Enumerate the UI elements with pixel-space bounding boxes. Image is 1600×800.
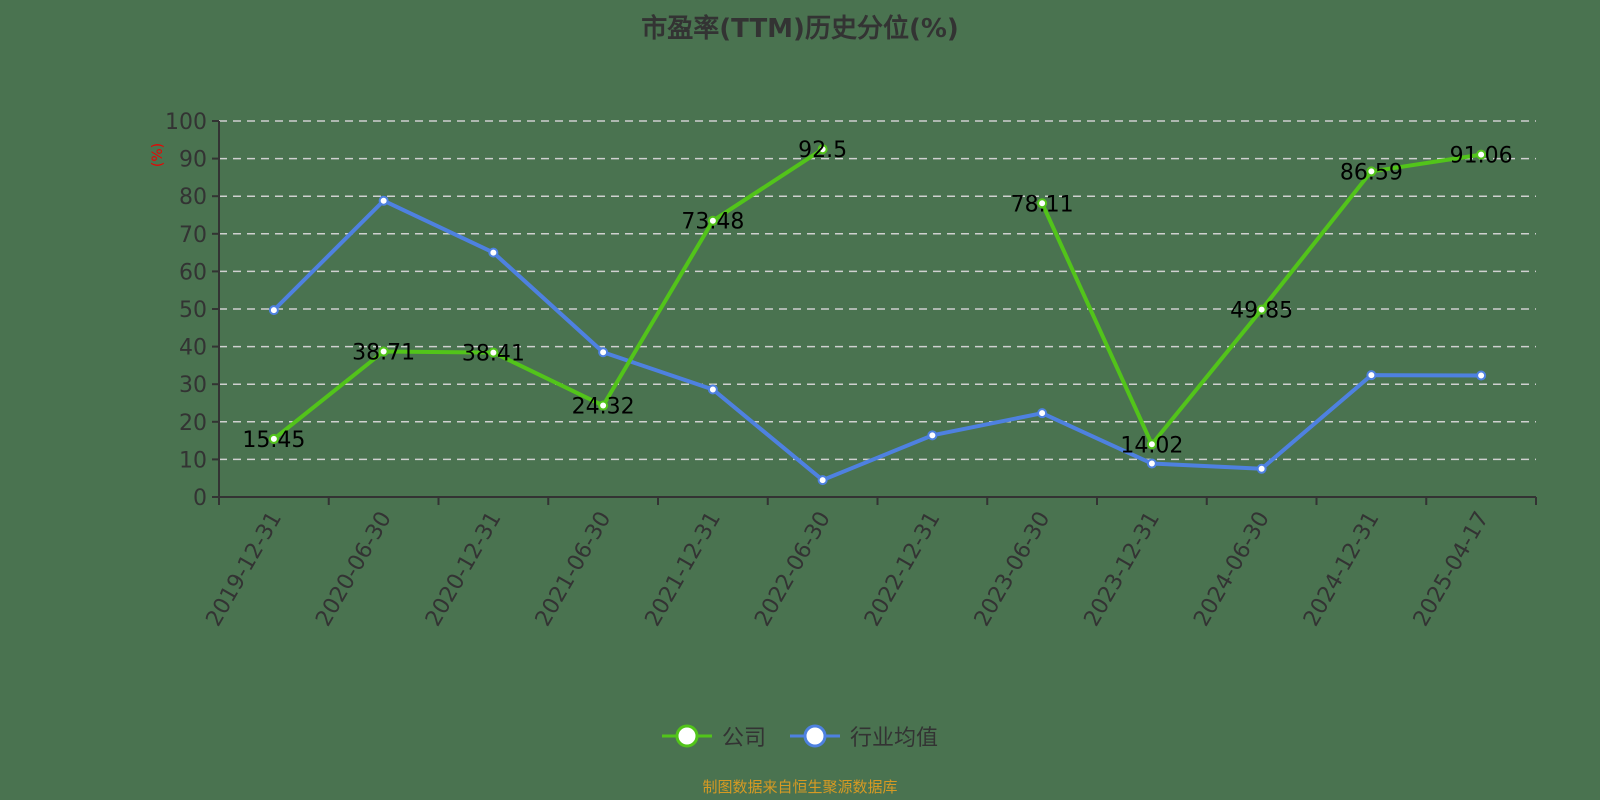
data-label: 15.45 (242, 428, 305, 453)
legend-item-company[interactable]: 公司 (661, 720, 766, 752)
y-tick-label: 100 (165, 110, 207, 135)
y-tick-label: 70 (179, 223, 207, 248)
x-tick-label: 2022-06-30 (750, 508, 836, 631)
data-point[interactable] (1146, 439, 1157, 450)
x-tick-label: 2023-06-30 (970, 508, 1056, 631)
data-label: 73.48 (681, 210, 744, 235)
data-point[interactable] (1256, 463, 1267, 474)
data-label: 78.11 (1011, 192, 1074, 217)
data-point[interactable] (378, 346, 389, 357)
legend-label-company: 公司 (721, 726, 766, 751)
data-point[interactable] (817, 475, 828, 486)
data-source-footer: 制图数据来自恒生聚源数据库 (702, 778, 898, 796)
data-label: 92.5 (798, 138, 847, 163)
y-tick-label: 80 (179, 185, 207, 210)
x-tick-label: 2024-06-30 (1189, 508, 1275, 631)
data-point[interactable] (488, 247, 499, 258)
data-label: 14.02 (1120, 433, 1183, 458)
data-point[interactable] (488, 347, 499, 358)
x-tick-label: 2025-04-17 (1409, 508, 1495, 631)
x-tick-label: 2021-06-30 (531, 508, 617, 631)
x-tick-label: 2023-12-31 (1079, 508, 1165, 631)
x-tick-label: 2021-12-31 (640, 508, 726, 631)
legend-company-marker-icon (661, 724, 712, 748)
data-point[interactable] (1366, 166, 1377, 177)
data-point[interactable] (707, 384, 718, 395)
chart-title: 市盈率(TTM)历史分位(%) (641, 14, 959, 44)
data-point[interactable] (1146, 458, 1157, 469)
y-axis-unit-label: (%) (150, 143, 166, 167)
legend-industry-marker-icon (790, 724, 840, 748)
data-label: 91.06 (1450, 144, 1513, 169)
data-point[interactable] (268, 433, 279, 444)
data-point[interactable] (268, 305, 279, 316)
data-point[interactable] (1037, 408, 1048, 419)
data-label: 49.85 (1230, 299, 1293, 324)
y-tick-label: 40 (179, 336, 207, 361)
data-point[interactable] (378, 195, 389, 206)
data-label: 38.41 (462, 342, 525, 367)
data-point[interactable] (927, 430, 938, 441)
legend: 公司 行业均值 (0, 720, 1600, 752)
series-line (272, 198, 1482, 483)
data-point[interactable] (707, 215, 718, 226)
data-label: 38.71 (352, 340, 415, 365)
data-label: 86.59 (1340, 160, 1403, 185)
data-point[interactable] (598, 400, 609, 411)
y-tick-label: 90 (179, 148, 207, 173)
legend-label-industry-avg: 行业均值 (850, 726, 939, 751)
x-tick-label: 2019-12-31 (201, 508, 287, 631)
x-tick-label: 2022-12-31 (860, 508, 946, 631)
y-tick-label: 0 (193, 486, 207, 511)
y-tick-label: 10 (179, 448, 207, 473)
data-point[interactable] (1366, 370, 1377, 381)
y-tick-label: 30 (179, 373, 207, 398)
data-point[interactable] (1476, 370, 1487, 381)
data-point[interactable] (1476, 149, 1487, 160)
y-tick-label: 60 (179, 260, 207, 285)
data-point[interactable] (1037, 198, 1048, 209)
series-line (272, 147, 824, 441)
x-tick-label: 2020-12-31 (421, 508, 507, 631)
y-tick-label: 20 (179, 411, 207, 436)
data-point[interactable] (598, 347, 609, 358)
data-label: 24.32 (572, 395, 635, 420)
data-point[interactable] (817, 144, 828, 155)
x-tick-label: 2024-12-31 (1299, 508, 1385, 631)
y-tick-label: 50 (179, 298, 207, 323)
x-tick-label: 2020-06-30 (311, 508, 397, 631)
data-point[interactable] (1256, 304, 1267, 315)
legend-item-industry-avg[interactable]: 行业均值 (790, 720, 938, 752)
